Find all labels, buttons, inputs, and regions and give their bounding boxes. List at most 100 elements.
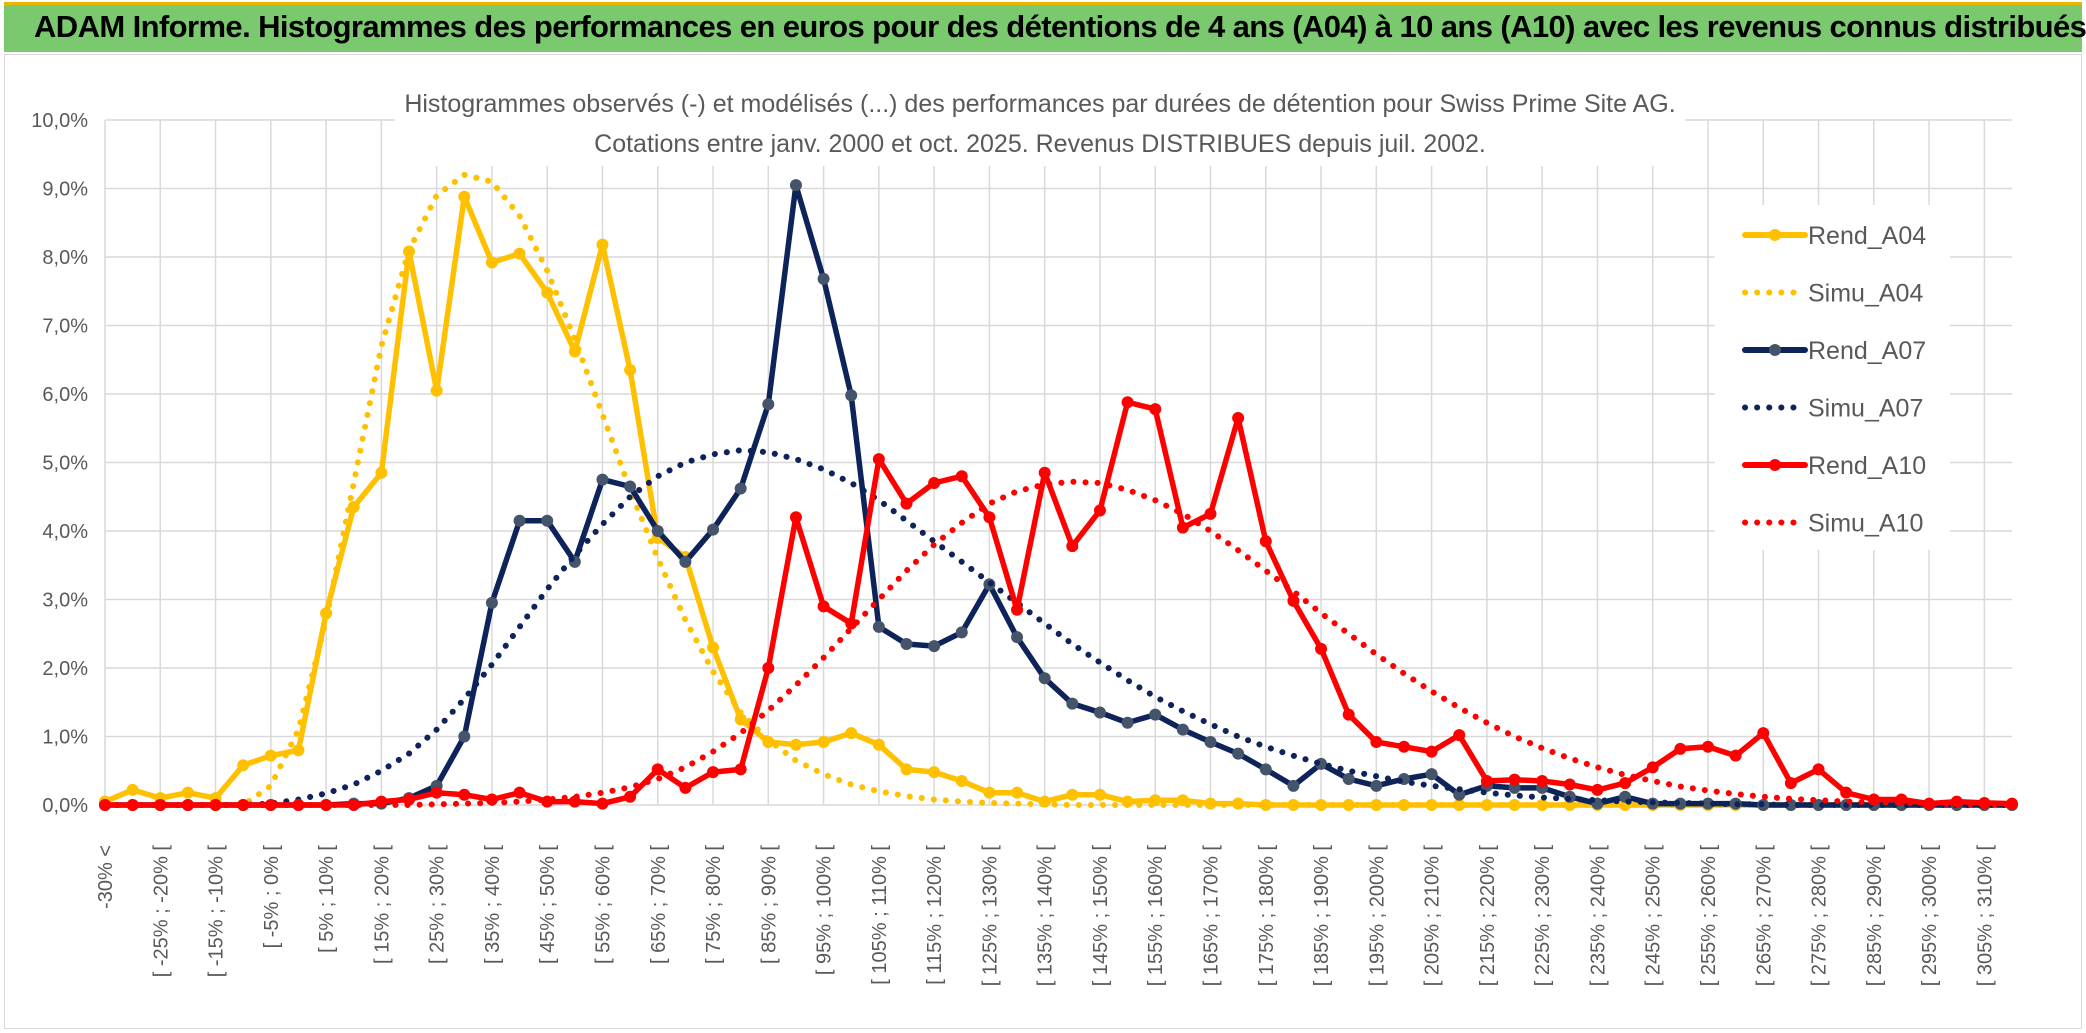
y-tick-label: 8,0% (42, 247, 88, 269)
chart-subtitle: Cotations entre janv. 2000 et oct. 2025.… (594, 130, 1486, 158)
y-tick-label: 2,0% (42, 658, 88, 680)
legend-label: Simu_A10 (1808, 510, 1923, 538)
data-point (1204, 507, 1217, 520)
data-point (1093, 706, 1106, 719)
data-point (126, 783, 139, 796)
data-point (1066, 697, 1079, 710)
plot-area-border (4, 54, 2082, 1029)
data-point (1674, 742, 1687, 755)
data-point (624, 480, 637, 493)
x-tick-label: [ -5% ; 0% [ (261, 845, 283, 949)
x-tick-label: [ 5% ; 10% [ (316, 845, 338, 953)
data-point (789, 511, 802, 524)
x-tick-label: [ 135% ; 140% [ (1035, 845, 1057, 987)
y-tick-label: 9,0% (42, 179, 88, 201)
data-point (1342, 772, 1355, 785)
x-tick-label: [ 115% ; 120% [ (924, 845, 946, 985)
data-point (1011, 631, 1024, 644)
data-point (1425, 768, 1438, 781)
data-point (1038, 466, 1051, 479)
data-point (485, 256, 498, 269)
data-point (1840, 786, 1853, 799)
data-point (1563, 778, 1576, 791)
x-tick-label: [ -25% ; -20% [ (150, 845, 172, 978)
legend-marker (1769, 459, 1781, 471)
x-tick-label: [ 215% ; 220% [ (1477, 845, 1499, 987)
data-point (1259, 535, 1272, 548)
data-point (1370, 735, 1383, 748)
data-point (264, 749, 277, 762)
legend-label: Simu_A04 (1808, 280, 1923, 308)
data-point (1287, 779, 1300, 792)
data-point (1259, 763, 1272, 776)
x-tick-label: [ 55% ; 60% [ (592, 845, 614, 964)
data-point (1066, 540, 1079, 553)
data-point (181, 786, 194, 799)
x-tick-label: [ 225% ; 230% [ (1532, 845, 1554, 987)
data-point (458, 788, 471, 801)
data-point (1646, 761, 1659, 774)
data-point (789, 179, 802, 192)
data-point (1729, 749, 1742, 762)
data-point (1812, 763, 1825, 776)
data-point (679, 781, 692, 794)
data-point (1011, 603, 1024, 616)
data-point (872, 738, 885, 751)
data-point (596, 238, 609, 251)
data-point (1176, 521, 1189, 534)
data-point (1232, 747, 1245, 760)
series-layer (99, 171, 2018, 811)
x-tick-label: [ -15% ; -10% [ (206, 845, 228, 978)
y-tick-label: 0,0% (42, 795, 88, 817)
data-point (762, 398, 775, 411)
data-point (955, 626, 968, 639)
data-point (734, 713, 747, 726)
y-tick-label: 3,0% (42, 590, 88, 612)
data-point (734, 482, 747, 495)
x-tick-label: [ 105% ; 110% [ (869, 845, 891, 985)
data-point (1066, 788, 1079, 801)
x-tick-label: [ 45% ; 50% [ (537, 845, 559, 964)
legend-marker (1769, 344, 1781, 356)
legend-marker (1769, 229, 1781, 241)
data-point (762, 662, 775, 674)
data-point (651, 763, 664, 776)
y-tick-label: 6,0% (42, 384, 88, 406)
grid-layer (104, 119, 2012, 806)
data-point (541, 514, 554, 527)
x-tick-label: [ 15% ; 20% [ (371, 845, 393, 964)
legend-label: Simu_A07 (1808, 395, 1923, 423)
data-point (817, 600, 830, 613)
y-tick-label: 7,0% (42, 316, 88, 338)
data-point (1121, 396, 1134, 409)
x-tick-label: [ 125% ; 130% [ (979, 845, 1001, 987)
data-point (1370, 779, 1383, 792)
data-point (1315, 642, 1328, 655)
data-point (734, 763, 747, 776)
data-point (928, 640, 941, 653)
data-point (707, 523, 720, 536)
data-point (513, 514, 526, 527)
x-tick-label: [ 205% ; 210% [ (1422, 845, 1444, 987)
x-tick-label: [ 35% ; 40% [ (482, 845, 504, 964)
data-point (458, 730, 471, 743)
y-tick-label: 10,0% (31, 110, 88, 132)
data-point (1342, 708, 1355, 721)
data-point (1425, 745, 1438, 758)
data-point (983, 786, 996, 799)
data-point (872, 453, 885, 466)
data-point (1757, 727, 1770, 740)
legend-label: Rend_A07 (1808, 337, 1926, 365)
data-point (541, 286, 554, 299)
data-point (928, 477, 941, 490)
data-point (1121, 716, 1134, 729)
x-tick-label: [ 295% ; 300% [ (1919, 845, 1941, 987)
data-point (624, 790, 637, 803)
legend: Rend_A04 Simu_A04 Rend_A07 Simu_A07 Rend_A10… (1715, 205, 1950, 550)
data-point (292, 744, 305, 757)
data-point (900, 763, 913, 776)
x-tick-label: [ 245% ; 250% [ (1643, 845, 1665, 987)
data-point (1149, 403, 1162, 416)
data-point (1038, 672, 1051, 685)
